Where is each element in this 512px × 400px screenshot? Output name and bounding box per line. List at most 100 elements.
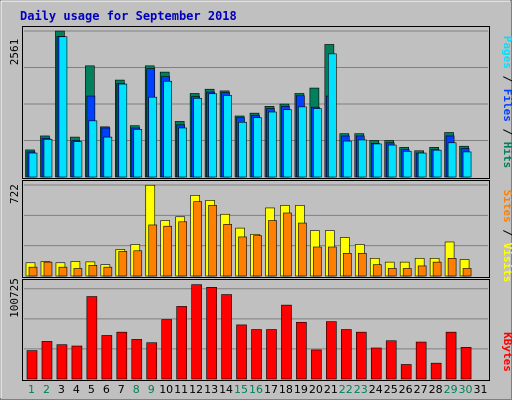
x-tick-label-day-2: 2: [43, 383, 50, 396]
x-tick-label-day-28: 28: [429, 383, 443, 396]
x-tick-label-day-9: 9: [148, 383, 155, 396]
bar-sites-day-30: [462, 268, 472, 277]
x-tick-label-day-26: 26: [399, 383, 413, 396]
panel-visitors-y-tick: 722: [8, 184, 21, 204]
bar-pages-day-30: [462, 151, 472, 178]
x-tick-label-day-13: 13: [204, 383, 218, 396]
x-tick-label-day-22: 22: [339, 383, 353, 396]
legend-part: /: [501, 223, 512, 243]
bar-sites-day-28: [432, 261, 442, 277]
bar-sites-day-23: [357, 253, 367, 277]
bar-pages-day-20: [313, 108, 322, 178]
bar-sites-day-26: [402, 268, 412, 277]
bar-kbytes-day-9: [146, 342, 158, 380]
bar-sites-day-12: [193, 201, 202, 277]
bar-sites-day-22: [343, 253, 352, 277]
bar-sites-day-2: [43, 261, 53, 277]
bar-pages-day-19: [298, 106, 307, 178]
bar-pages-day-27: [417, 152, 427, 178]
bar-sites-day-17: [268, 220, 277, 277]
x-tick-label-day-17: 17: [264, 383, 278, 396]
panel-usage-y-tick: 2561: [8, 39, 21, 66]
legend-part: KBytes: [501, 332, 512, 372]
bar-sites-day-15: [238, 236, 247, 277]
bar-sites-day-14: [223, 224, 232, 277]
panel-usage-legend: Pages / Files / Hits: [501, 36, 512, 169]
panel-kbytes-bars: [24, 284, 488, 380]
x-tick-label-day-1: 1: [28, 383, 35, 396]
x-tick-label-day-14: 14: [219, 383, 233, 396]
x-tick-label-day-16: 16: [249, 383, 263, 396]
bar-pages-day-26: [402, 151, 412, 178]
panel-kbytes: 100725 KBytes: [8, 278, 512, 381]
x-tick-label-day-8: 8: [133, 383, 140, 396]
bar-kbytes-day-21: [326, 321, 337, 380]
x-tick-label-day-4: 4: [73, 383, 80, 396]
bar-pages-day-22: [343, 140, 352, 178]
panel-visitors-bars: [24, 184, 488, 277]
bar-sites-day-9: [148, 224, 158, 277]
bar-kbytes-day-22: [341, 329, 352, 380]
bar-kbytes-day-23: [355, 331, 367, 380]
x-tick-label-day-19: 19: [294, 383, 308, 396]
bar-pages-day-24: [372, 143, 382, 178]
bar-sites-day-8: [133, 250, 143, 277]
panel-visitors-legend: Sites / Visits: [501, 190, 512, 283]
bar-kbytes-day-7: [116, 331, 128, 380]
bar-kbytes-day-16: [251, 329, 262, 380]
x-tick-label-day-27: 27: [414, 383, 428, 396]
bar-sites-day-21: [328, 246, 337, 277]
legend-part: Visits: [501, 243, 512, 283]
bar-sites-day-25: [387, 268, 397, 277]
bar-pages-day-5: [88, 120, 98, 178]
bar-pages-day-2: [43, 139, 53, 178]
bar-sites-day-5: [88, 264, 98, 277]
bar-sites-day-1: [28, 266, 38, 277]
bar-pages-day-8: [133, 129, 143, 178]
bar-pages-day-25: [387, 144, 397, 178]
bar-kbytes-day-11: [176, 306, 187, 380]
bar-kbytes-day-12: [191, 284, 202, 380]
bar-kbytes-day-13: [206, 286, 217, 380]
legend-part: Hits: [501, 142, 512, 169]
bar-sites-day-29: [447, 258, 457, 277]
bar-pages-day-3: [58, 36, 68, 178]
x-tick-label-day-15: 15: [234, 383, 248, 396]
x-tick-label-day-12: 12: [189, 383, 203, 396]
bar-kbytes-day-15: [236, 324, 247, 380]
x-tick-label-day-10: 10: [159, 383, 173, 396]
panel-kbytes-legend: KBytes: [501, 332, 512, 372]
bar-pages-day-16: [253, 117, 262, 178]
bar-sites-day-13: [208, 205, 217, 277]
bar-kbytes-day-27: [415, 341, 427, 380]
x-tick-label-day-25: 25: [384, 383, 398, 396]
bar-sites-day-11: [178, 221, 187, 277]
bar-sites-day-24: [372, 264, 382, 277]
bar-pages-day-10: [163, 80, 173, 178]
bar-kbytes-day-2: [41, 341, 53, 380]
bar-pages-day-12: [193, 98, 202, 178]
bar-kbytes-day-18: [281, 304, 292, 380]
bar-kbytes-day-30: [460, 347, 472, 380]
bar-kbytes-day-3: [56, 344, 68, 380]
bar-kbytes-day-4: [71, 345, 83, 380]
bar-sites-day-6: [103, 266, 113, 277]
bar-pages-day-7: [118, 83, 128, 178]
bar-kbytes-day-20: [311, 349, 322, 380]
legend-part: Sites: [501, 190, 512, 223]
bar-pages-day-1: [28, 152, 38, 178]
x-axis-labels: 1 2 3 4 5 6 7 8 9 10 11 12 13 14 15 16 17 18 19 20 21 22 23 24 2…: [28, 383, 488, 396]
bar-sites-day-18: [283, 212, 292, 277]
x-tick-label-day-3: 3: [58, 383, 65, 396]
bar-kbytes-day-8: [131, 339, 143, 380]
bar-pages-day-21: [328, 53, 337, 178]
x-tick-label-day-18: 18: [279, 383, 293, 396]
bar-pages-day-29: [447, 142, 457, 178]
panel-visitors: 722 Sites / Visits: [8, 180, 512, 283]
bar-pages-day-9: [148, 96, 158, 178]
bar-pages-day-13: [208, 93, 217, 178]
bar-pages-day-18: [283, 109, 292, 178]
bar-kbytes-day-25: [385, 340, 397, 380]
bar-sites-day-3: [58, 266, 68, 277]
